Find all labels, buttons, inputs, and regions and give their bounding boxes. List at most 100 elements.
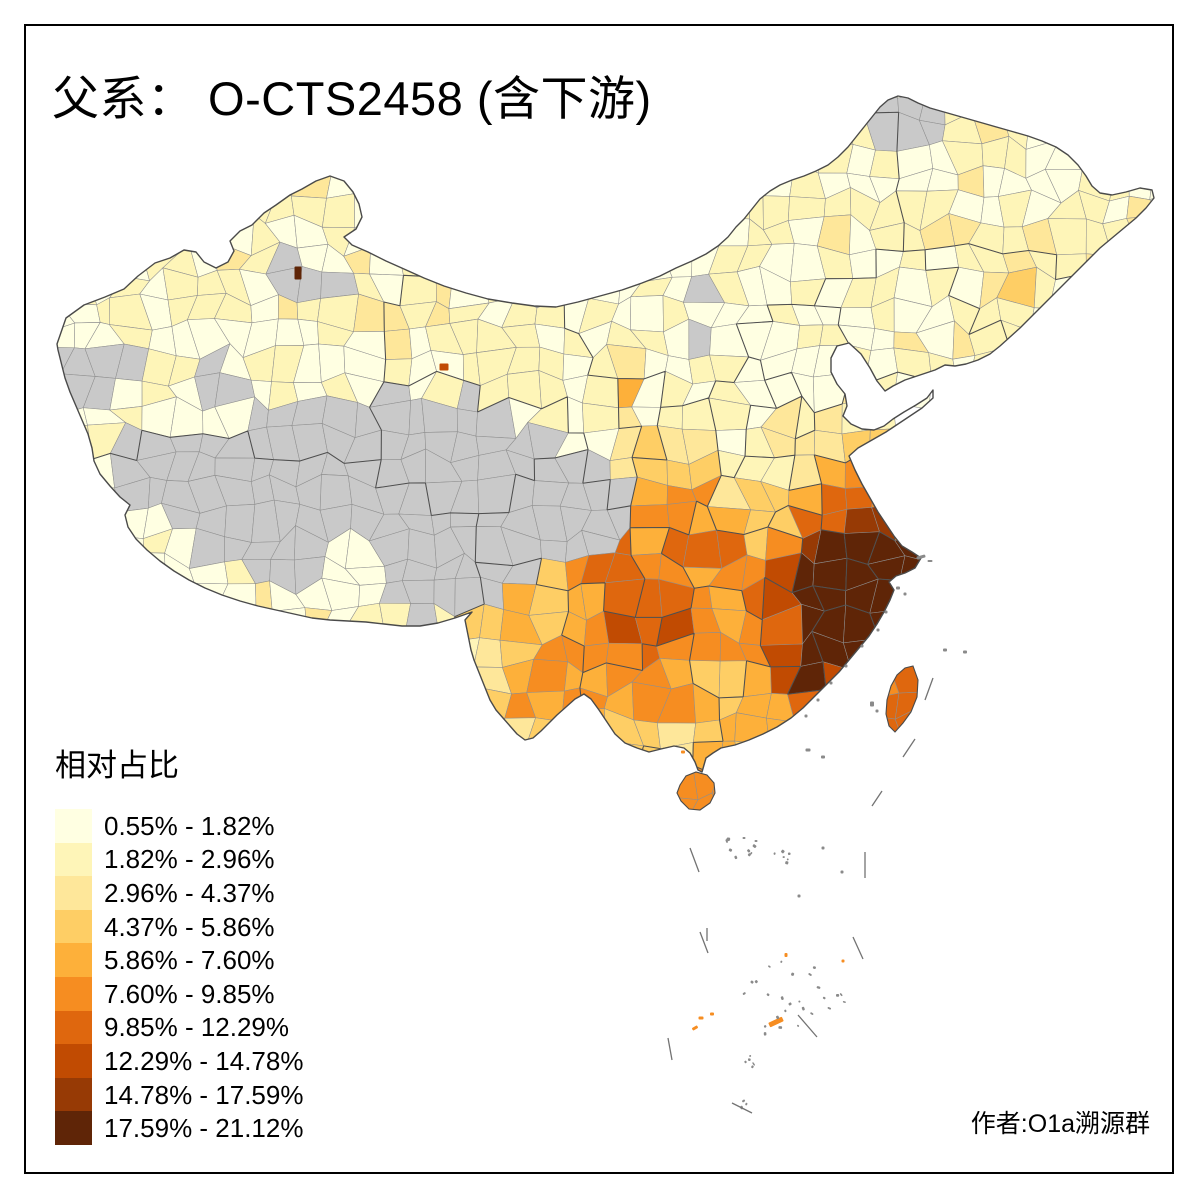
prefecture-cells-layer [57, 96, 1154, 810]
prefecture-cell [113, 535, 145, 570]
hainan-outline [676, 771, 716, 811]
prefecture-cell [629, 504, 670, 529]
small-island [870, 701, 874, 707]
small-island [916, 554, 926, 560]
islet-speck [787, 852, 791, 856]
legend-swatch [55, 976, 92, 1011]
islet-speck [801, 1006, 805, 1011]
prefecture-cell [296, 298, 321, 322]
small-island-colored [692, 1025, 698, 1031]
small-island-colored [841, 959, 845, 963]
prefecture-cell [863, 96, 899, 114]
prefecture-cell [605, 740, 644, 777]
islet-speck [775, 1015, 780, 1020]
small-island [804, 714, 808, 718]
small-island [876, 628, 880, 632]
islet-speck [734, 855, 738, 860]
prefecture-cell [581, 374, 619, 409]
islet-speck [742, 992, 746, 995]
prefecture-cell [319, 474, 353, 511]
small-island [840, 870, 844, 874]
islet-speck [822, 996, 826, 1000]
prefecture-cell [710, 192, 750, 220]
islet-speck [816, 986, 821, 989]
islet-speck [728, 848, 733, 852]
prefecture-cell [899, 555, 927, 595]
prefecture-cell [711, 773, 750, 794]
legend-row: 1.82% - 2.96% [55, 842, 303, 877]
legend-row: 2.96% - 4.37% [55, 876, 303, 910]
islet-speck [827, 1007, 832, 1010]
prefecture-cell [918, 96, 946, 126]
prefecture-cell [383, 358, 413, 387]
small-island [884, 610, 888, 614]
prefecture-cell [734, 740, 775, 777]
prefecture-cell [1029, 307, 1062, 332]
islet-speck [808, 973, 812, 976]
islet-speck [781, 849, 785, 854]
prefecture-cell [582, 402, 620, 434]
legend-label: 5.86% - 7.60% [104, 945, 275, 976]
legend-label: 17.59% - 21.12% [104, 1113, 304, 1144]
legend-label: 7.60% - 9.85% [104, 978, 275, 1009]
legend-swatch [55, 1111, 92, 1145]
prefecture-cell [384, 328, 413, 360]
small-island [963, 650, 967, 654]
islet-speck [835, 993, 840, 997]
islet-speck [750, 852, 753, 855]
legend-swatch [55, 1010, 92, 1045]
prefecture-cell [864, 398, 897, 431]
small-island [943, 648, 947, 652]
prefecture-cell [456, 408, 478, 437]
legend-swatch [55, 876, 92, 910]
small-island-colored [698, 1016, 704, 1020]
small-island-colored [681, 750, 685, 754]
small-island-colored [710, 1012, 714, 1016]
islet-speck [763, 1032, 767, 1036]
small-island [829, 681, 833, 685]
mainland-outline [56, 95, 1155, 773]
prefecture-cell [669, 764, 699, 801]
prefecture-cell [1126, 214, 1154, 249]
islet-speck [780, 960, 783, 963]
islet-speck [725, 839, 728, 843]
islet-speck [782, 856, 785, 859]
prefecture-cell [841, 429, 871, 464]
small-island-colored [768, 1016, 784, 1028]
prefecture-cell [689, 632, 721, 662]
prefecture-cell [641, 241, 673, 283]
prefecture-cell [120, 247, 150, 282]
small-island [816, 698, 820, 702]
islet-speck [785, 861, 789, 865]
hotspot-prefecture [439, 363, 449, 371]
small-island-colored [784, 953, 788, 957]
prefecture-cell [843, 638, 880, 671]
islet-speck [786, 858, 789, 861]
small-island [927, 560, 933, 562]
prefecture-cell [109, 378, 143, 411]
prefecture-cell [711, 789, 750, 810]
prefecture-cell [878, 96, 898, 99]
prefecture-cell [450, 512, 480, 528]
prefecture-cell [692, 740, 724, 777]
islet-speck [745, 1102, 748, 1106]
prefecture-cell [656, 405, 683, 430]
author-credit: 作者:O1a溯源群 [970, 1110, 1150, 1138]
legend-label: 12.29% - 14.78% [104, 1045, 304, 1076]
prefecture-cell [895, 96, 930, 99]
prefecture-cell [224, 504, 256, 543]
prefecture-cell [526, 658, 568, 693]
islet-speck [842, 1001, 846, 1003]
legend-row: 9.85% - 12.29% [55, 1010, 303, 1045]
legend: 相对占比 0.55% - 1.82% 1.82% - 2.96% 2.96% - 4… [55, 740, 303, 1145]
islet-speck [768, 965, 771, 968]
prefecture-cell [536, 276, 565, 309]
small-island [805, 748, 811, 752]
prefecture-cell [561, 687, 583, 723]
prefecture-cell [1102, 218, 1139, 257]
islet-speck [812, 966, 816, 969]
prefecture-cell [1085, 253, 1113, 274]
legend-label: 0.55% - 1.82% [104, 810, 275, 841]
prefecture-cell [1128, 171, 1154, 200]
